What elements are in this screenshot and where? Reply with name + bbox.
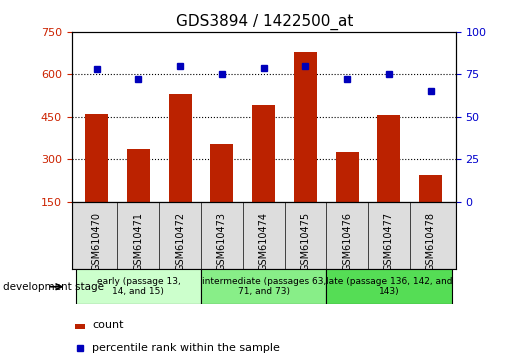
Bar: [419, 175, 442, 244]
Bar: [127, 149, 150, 244]
Text: GSM610477: GSM610477: [384, 212, 394, 271]
Bar: [76, 269, 201, 304]
Bar: [294, 52, 317, 244]
Bar: [85, 114, 108, 244]
Text: GSM610470: GSM610470: [92, 212, 102, 271]
Bar: [335, 152, 359, 244]
Bar: [75, 324, 85, 329]
Text: development stage: development stage: [3, 282, 104, 292]
Text: GSM610473: GSM610473: [217, 212, 227, 271]
Bar: [326, 269, 452, 304]
Text: count: count: [92, 320, 124, 330]
Text: early (passage 13,
14, and 15): early (passage 13, 14, and 15): [96, 277, 180, 296]
Text: GSM610472: GSM610472: [175, 212, 185, 271]
Bar: [72, 202, 456, 269]
Bar: [169, 94, 192, 244]
Text: GDS3894 / 1422500_at: GDS3894 / 1422500_at: [176, 14, 354, 30]
Text: GSM610471: GSM610471: [134, 212, 144, 271]
Text: late (passage 136, 142, and
143): late (passage 136, 142, and 143): [326, 277, 452, 296]
Text: GSM610476: GSM610476: [342, 212, 352, 271]
Bar: [377, 115, 401, 244]
Bar: [210, 144, 233, 244]
Text: intermediate (passages 63,
71, and 73): intermediate (passages 63, 71, and 73): [201, 277, 326, 296]
Text: GSM610474: GSM610474: [259, 212, 269, 271]
Text: GSM610475: GSM610475: [301, 212, 311, 271]
Text: GSM610478: GSM610478: [426, 212, 436, 271]
Bar: [252, 105, 275, 244]
Text: percentile rank within the sample: percentile rank within the sample: [92, 343, 280, 353]
Bar: [201, 269, 326, 304]
